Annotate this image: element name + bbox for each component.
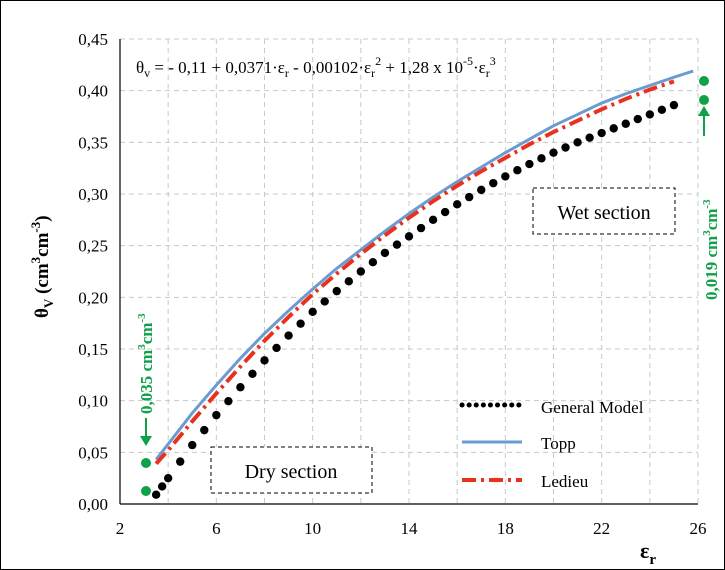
wet-diff-marker-bottom	[699, 95, 709, 105]
series-general-model-point	[597, 128, 606, 138]
y-tick-label: 0,10	[78, 392, 108, 411]
svg-text:Ledieu: Ledieu	[541, 472, 589, 491]
x-tick-label: 22	[593, 519, 610, 538]
y-tick-label: 0,40	[78, 82, 108, 101]
y-tick-label: 0,45	[78, 30, 108, 49]
dry-diff-marker-top	[141, 458, 151, 468]
dry-diff-marker-bottom	[141, 486, 151, 496]
legend-item-general-model: General Model	[459, 398, 644, 417]
y-tick-label: 0,15	[78, 340, 108, 359]
series-general-model-point	[356, 267, 366, 276]
series-general-model-point	[621, 119, 630, 128]
series-general-model-point	[489, 178, 498, 188]
series-general-model-point	[296, 319, 305, 328]
dry-section-label: Dry section	[245, 461, 338, 483]
series-general-model-point	[163, 473, 173, 483]
series-general-model-point	[477, 185, 486, 195]
series-general-model-point	[428, 215, 438, 225]
series-general-model-point	[561, 143, 570, 152]
series-general-model-point	[465, 192, 474, 202]
series-general-model-point	[452, 200, 462, 209]
dry-difference-annotation: 0,035 cm3cm-3	[136, 313, 156, 496]
y-tick-label: 0,00	[78, 495, 108, 514]
y-tick-label: 0,35	[78, 133, 108, 152]
series-general-model-point	[573, 138, 582, 147]
wet-difference-annotation: 0,019 cm3cm-3	[698, 76, 721, 300]
svg-text:Topp: Topp	[541, 434, 576, 453]
series-general-model-point	[151, 490, 161, 499]
x-tick-label: 26	[690, 519, 707, 538]
x-tick-label: 6	[212, 519, 221, 538]
series-general-model-point	[284, 331, 293, 340]
series-general-model-point	[585, 133, 594, 142]
series-general-model-point	[404, 232, 414, 241]
series-general-model-point	[212, 410, 221, 420]
series-general-model-point	[344, 277, 353, 286]
x-tick-label: 14	[401, 519, 419, 538]
series-general-model-point	[392, 240, 402, 249]
series-general-model-point	[645, 110, 655, 119]
axes	[119, 39, 698, 505]
series-general-model-point	[308, 307, 317, 316]
series-general-model-point	[380, 248, 390, 258]
equation: θv = - 0,11 + 0,0371·εr - 0,00102·εr2 + …	[136, 54, 496, 80]
svg-text:General Model: General Model	[541, 398, 644, 417]
series-general-model-point	[537, 154, 546, 163]
series-general-model-point	[440, 207, 450, 217]
x-axis-label: εr	[640, 538, 656, 568]
legend-item-topp: Topp	[462, 434, 576, 453]
series-layer	[151, 69, 694, 499]
series-general-model-point	[669, 100, 679, 110]
wet-section-box: Wet section	[532, 187, 676, 235]
grid	[120, 38, 699, 504]
series-general-model-point	[609, 124, 618, 133]
series-general-model-point	[272, 343, 281, 353]
series-general-model-point	[224, 396, 233, 406]
series-ledieu-line	[154, 79, 675, 466]
series-general-model-point	[200, 425, 209, 435]
x-tick-label: 10	[304, 519, 321, 538]
legend: General Model Topp Ledieu	[459, 398, 644, 491]
dry-section-box: Dry section	[210, 446, 373, 494]
series-general-model-point	[332, 286, 341, 296]
series-topp-line	[154, 69, 694, 461]
series-general-model-point	[513, 166, 522, 175]
series-general-model-point	[633, 114, 642, 124]
x-tick-label: 2	[116, 519, 125, 538]
tick-labels: 0,00 0,05 0,10 0,15 0,20 0,25 0,30 0,35 0,40 0,45…	[78, 30, 706, 538]
series-general-model-point	[320, 297, 329, 306]
series-general-model-point	[416, 223, 426, 233]
series-general-model-point	[248, 369, 257, 378]
x-tick-label: 18	[497, 519, 514, 538]
series-general-model-point	[236, 383, 245, 392]
series-general-model-point	[501, 172, 510, 181]
legend-item-ledieu: Ledieu	[462, 472, 589, 491]
series-general-model-point	[657, 105, 667, 114]
series-general-model-point	[549, 148, 558, 157]
svg-text:0,035 cm3cm-3: 0,035 cm3cm-3	[136, 313, 156, 414]
series-general-model-point	[176, 457, 185, 466]
y-tick-label: 0,30	[78, 185, 108, 204]
svg-text:0,019 cm3cm-3: 0,019 cm3cm-3	[701, 199, 721, 300]
y-tick-label: 0,20	[78, 288, 108, 307]
series-general-model-point	[260, 356, 269, 365]
series-general-model-point	[188, 440, 197, 450]
y-tick-label: 0,05	[78, 443, 108, 462]
series-general-model-point	[368, 258, 378, 267]
wet-diff-marker-top	[699, 76, 709, 86]
series-general-model-point	[525, 159, 534, 169]
wet-section-label: Wet section	[557, 202, 650, 224]
series-general-model-point	[157, 482, 167, 491]
y-tick-label: 0,25	[78, 237, 108, 256]
y-axis-label: θV (cm3cm-3)	[28, 215, 56, 318]
